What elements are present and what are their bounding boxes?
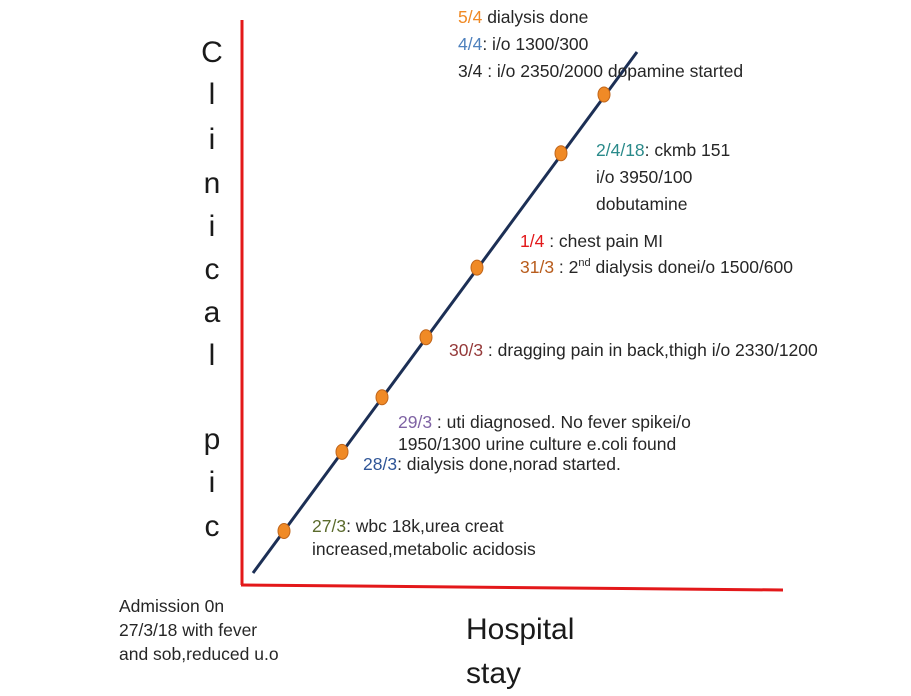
chart-canvas [240,20,784,592]
data-point [375,389,389,406]
event-date: 29/3 [398,412,433,432]
event-date: 2/4/18 [596,140,645,160]
event-text: : chest pain MI [544,231,663,251]
timeline-diagram: C l i n i c a l p i c 27/3: wbc 18k,urea… [119,6,818,690]
event-date: 5/4 [458,7,483,27]
y-axis-letter: i [208,466,216,499]
admission-line: Admission 0n [119,596,225,616]
admission-line: and sob,reduced u.o [119,644,279,664]
admission-note: Admission 0n 27/3/18 with fever and sob,… [119,594,279,666]
y-axis-letter: C [201,36,223,69]
event-date: 30/3 [449,340,484,360]
event-text: dialysis done [482,7,589,27]
event-28-3: 28/3: dialysis done,norad started. [363,453,621,476]
event-text: : ckmb 151 [644,140,731,160]
event-31-3: 31/3 : 2nd dialysis donei/o 1500/600 [520,256,793,279]
event-date: 31/3 [520,257,555,277]
data-point [470,259,484,276]
event-date: 27/3 [312,516,347,536]
y-axis-letter: l [208,78,216,111]
y-axis-letter: i [208,123,216,156]
admission-line: 27/3/18 with fever [119,620,258,640]
event-text: : dialysis done,norad started. [397,454,621,474]
event-text: : i/o 2350/2000 dopamine started [482,61,744,81]
event-text: i/o 3950/100 [596,167,693,187]
y-axis-letter: i [208,210,216,243]
data-point [335,443,349,460]
data-points [277,86,611,539]
event-text: : wbc 18k,urea creat [346,516,504,536]
y-axis-letter: c [204,510,220,543]
event-text: dobutamine [596,194,688,214]
data-point [554,145,568,162]
y-axis-letter: c [204,253,220,286]
event-27-3: 27/3: wbc 18k,urea creat increased,metab… [312,515,536,561]
event-30-3: 30/3 : dragging pain in back,thigh i/o 2… [449,339,818,362]
event-2-4: 2/4/18: ckmb 151 i/o 3950/100 dobutamine [596,137,730,218]
event-text: increased,metabolic acidosis [312,539,536,559]
x-axis-label: Hospital stay [466,608,606,696]
event-date: 3/4 [458,61,483,81]
event-text: : i/o 1300/300 [482,34,589,54]
event-text: : uti diagnosed. No fever spikei/o [432,412,691,432]
event-5-4: 5/4 dialysis done [458,6,588,29]
event-text: : dragging pain in back,thigh i/o 2330/1… [483,340,818,360]
trend-line [251,51,639,574]
event-text: : 2 [554,257,579,277]
y-axis-letter: n [203,167,221,200]
y-axis-letter: p [203,423,221,456]
event-date: 1/4 [520,231,545,251]
event-29-3: 29/3 : uti diagnosed. No fever spikei/o … [398,411,691,455]
event-3-4: 3/4 : i/o 2350/2000 dopamine started [458,60,743,83]
event-text: dialysis donei/o 1500/600 [590,257,794,277]
event-4-4: 4/4: i/o 1300/300 [458,33,588,56]
event-date: 4/4 [458,34,483,54]
x-axis-line [240,583,784,592]
ordinal-suffix: nd [578,257,591,270]
event-text: 1950/1300 urine culture e.coli found [398,434,677,454]
data-point [419,329,433,346]
data-point [277,523,291,539]
event-1-4: 1/4 : chest pain MI [520,230,663,253]
x-axis-label-text: Hospital stay [466,613,575,690]
y-axis-letter: a [203,296,221,329]
event-date: 28/3 [363,454,398,474]
data-point [597,86,611,103]
y-axis-letter: l [208,339,216,372]
